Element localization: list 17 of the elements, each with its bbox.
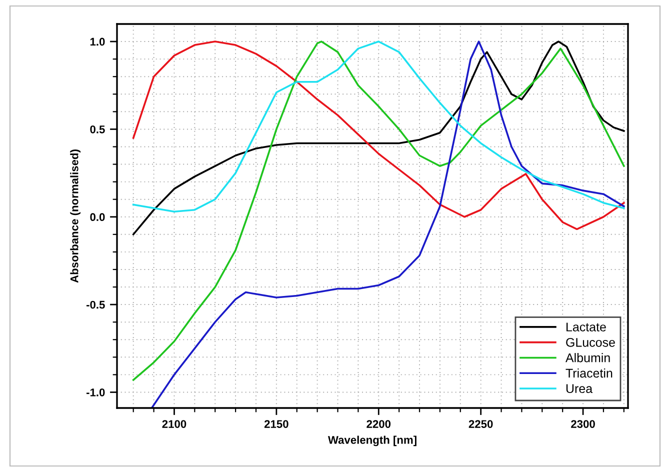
y-tick-label: 0.5 [90,125,105,134]
y-tick-label: 1.0 [90,38,105,46]
y-tick-label: 0.0 [90,213,105,222]
x-tick-label: 2100 [162,420,186,428]
legend-label: Urea [566,384,593,394]
legend-label: Lactate [566,322,606,332]
x-axis-title: Wavelength [nm] [328,436,416,446]
legend-label: Albumin [566,353,610,362]
x-tick-label: 2300 [571,420,595,428]
legend-label: Triacetin [566,368,612,378]
x-tick-label: 2200 [366,420,391,428]
y-axis-title: Absorbance (normalised) [70,150,80,283]
x-tick-label: 2150 [264,420,288,428]
legend-label: GLucose [566,338,615,347]
y-tick-label: -0.5 [86,300,105,309]
x-tick-label: 2250 [468,420,493,428]
y-tick-label: -1.0 [86,388,105,396]
